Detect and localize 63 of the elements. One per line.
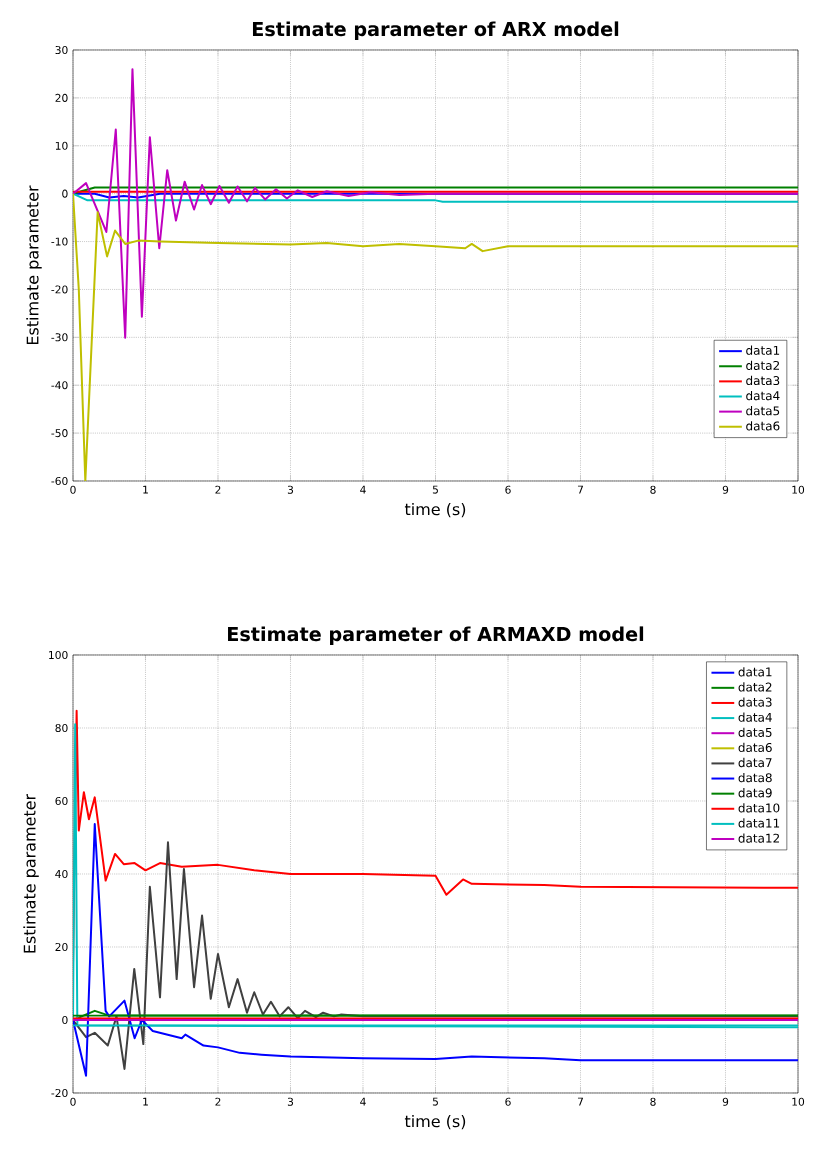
x-tick-label: 0 [70,1097,76,1106]
x-axis-title: time (s) [404,502,466,518]
legend-label: data2 [738,682,772,692]
x-tick-label: 4 [360,485,366,494]
x-tick-label: 1 [143,1097,148,1106]
legend-label: data11 [738,818,780,828]
y-tick-label: 20 [55,93,68,102]
legend-label: data6 [746,421,780,431]
legend-label: data6 [738,742,772,753]
legend-label: data12 [738,833,779,843]
y-tick-label: -40 [51,381,68,390]
x-tick-label: 9 [722,485,729,494]
y-tick-label: 0 [62,189,68,198]
chart-title: Estimate parameter of ARMAXD model [228,626,644,645]
y-tick-label: 60 [55,796,68,806]
legend-label: data4 [738,712,772,722]
chart-title: Estimate parameter of ARX model [252,21,619,40]
y-tick-label: 30 [55,45,68,55]
y-axis-title: Estimate parameter [26,185,42,345]
x-tick-label: 8 [650,1097,656,1106]
y-tick-label: -20 [51,1088,68,1098]
y-tick-label: -20 [51,285,68,294]
y-tick-label: -60 [51,476,68,486]
y-tick-label: 40 [55,869,68,879]
y-tick-label: 80 [55,723,68,733]
x-tick-label: 2 [215,485,221,494]
x-tick-label: 10 [792,1097,805,1106]
legend-label: data4 [746,390,780,401]
x-tick-label: 7 [577,1097,583,1106]
y-tick-label: -30 [51,333,68,342]
x-tick-label: 1 [143,485,148,494]
x-tick-label: 0 [70,485,76,494]
x-tick-label: 10 [792,485,805,494]
x-tick-label: 7 [577,485,583,494]
x-tick-label: 2 [215,1097,221,1106]
x-tick-label: 9 [722,1097,729,1106]
x-axis-title: time (s) [404,1114,466,1130]
x-tick-label: 3 [287,485,294,494]
y-tick-label: -10 [51,237,68,246]
legend-label: data5 [738,727,772,737]
x-tick-label: 5 [432,1097,438,1106]
legend-label: data3 [738,697,772,707]
legend-label: data2 [746,360,779,370]
legend-label: data7 [738,757,772,768]
x-tick-label: 3 [287,1097,294,1106]
x-tick-label: 8 [650,485,656,494]
legend-label: data10 [738,803,780,813]
x-tick-label: 5 [432,485,438,494]
y-tick-label: 0 [62,1015,68,1025]
y-tick-label: 100 [49,650,68,660]
x-tick-label: 6 [505,485,511,494]
y-tick-label: 10 [55,141,68,150]
legend-label: data5 [746,406,780,416]
legend-label: data9 [738,788,772,798]
x-tick-label: 4 [360,1097,366,1106]
y-tick-label: 20 [55,942,68,952]
y-tick-label: -50 [51,429,68,438]
legend-label: data1 [738,667,772,677]
legend-label: data8 [738,772,772,783]
y-axis-title: Estimate parameter [23,793,39,953]
x-tick-label: 6 [505,1097,511,1106]
legend-label: data1 [746,345,780,355]
legend-label: data3 [746,375,780,386]
